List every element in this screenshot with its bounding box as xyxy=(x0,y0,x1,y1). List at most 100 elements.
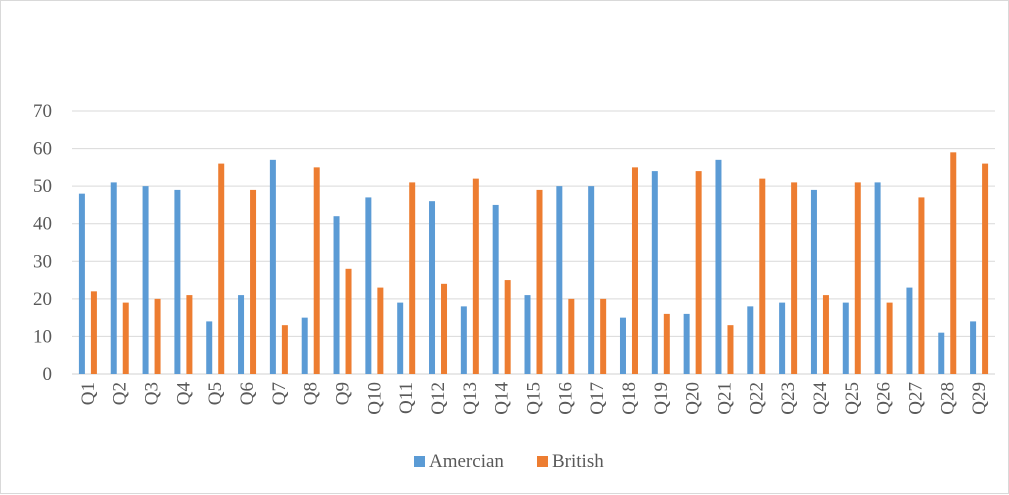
bar-british-q26 xyxy=(887,303,893,374)
y-tick-label: 30 xyxy=(33,251,52,272)
x-tick-label: Q28 xyxy=(937,382,958,415)
y-axis-ticks: 0 10 20 30 40 50 60 70 xyxy=(33,101,52,385)
bar-british-q18 xyxy=(632,167,638,374)
bar-british-q2 xyxy=(123,303,129,374)
x-tick-label: Q16 xyxy=(555,382,576,415)
bars xyxy=(79,152,988,374)
bar-amercian-q22 xyxy=(747,306,753,374)
bar-amercian-q19 xyxy=(652,171,658,374)
bar-amercian-q29 xyxy=(970,321,976,374)
y-tick-label: 10 xyxy=(33,326,52,347)
bar-british-q22 xyxy=(759,179,765,374)
x-tick-label: Q11 xyxy=(396,382,417,414)
bar-british-q3 xyxy=(155,299,161,374)
bar-amercian-q14 xyxy=(493,205,499,374)
legend: Amercian British xyxy=(414,451,604,472)
bar-amercian-q9 xyxy=(334,216,340,374)
bar-amercian-q5 xyxy=(206,321,212,374)
bar-amercian-q23 xyxy=(779,303,785,374)
x-tick-label: Q18 xyxy=(619,382,640,415)
legend-swatch xyxy=(537,456,548,467)
x-tick-label: Q8 xyxy=(301,382,322,405)
bar-british-q17 xyxy=(600,299,606,374)
bar-british-q1 xyxy=(91,291,97,374)
y-tick-label: 40 xyxy=(33,214,52,235)
bar-amercian-q8 xyxy=(302,318,308,374)
bar-british-q5 xyxy=(218,164,224,374)
x-tick-label: Q14 xyxy=(492,382,513,415)
bar-british-q20 xyxy=(696,171,702,374)
bar-amercian-q21 xyxy=(715,160,721,374)
x-axis-ticks: Q1 Q2 Q3 Q4 Q5 Q6 Q7 Q8 Q9 Q10 Q11 Q12 Q13 Q14 Q15 Q16 Q… xyxy=(78,382,990,415)
y-tick-label: 20 xyxy=(33,289,52,310)
x-tick-label: Q12 xyxy=(428,382,449,415)
bar-amercian-q25 xyxy=(843,303,849,374)
x-tick-label: Q13 xyxy=(460,382,481,415)
bar-amercian-q12 xyxy=(429,201,435,374)
bar-british-q9 xyxy=(346,269,352,374)
x-tick-label: Q15 xyxy=(524,382,545,415)
bar-amercian-q17 xyxy=(588,186,594,374)
x-tick-label: Q21 xyxy=(714,382,735,415)
bar-amercian-q18 xyxy=(620,318,626,374)
bar-amercian-q4 xyxy=(174,190,180,374)
bar-british-q25 xyxy=(855,182,861,374)
bar-british-q8 xyxy=(314,167,320,374)
bar-amercian-q28 xyxy=(938,333,944,374)
bar-amercian-q13 xyxy=(461,306,467,374)
bar-british-q24 xyxy=(823,295,829,374)
x-tick-label: Q24 xyxy=(810,382,831,415)
x-tick-label: Q20 xyxy=(683,382,704,415)
x-tick-label: Q5 xyxy=(205,382,226,405)
bar-british-q14 xyxy=(505,280,511,374)
x-tick-label: Q25 xyxy=(842,382,863,415)
x-tick-label: Q29 xyxy=(969,382,990,415)
y-tick-label: 0 xyxy=(43,364,53,385)
bar-british-q12 xyxy=(441,284,447,374)
bar-british-q29 xyxy=(982,164,988,374)
y-tick-label: 70 xyxy=(33,101,52,122)
x-tick-label: Q7 xyxy=(269,382,290,405)
bar-amercian-q7 xyxy=(270,160,276,374)
bar-amercian-q24 xyxy=(811,190,817,374)
bar-amercian-q27 xyxy=(906,288,912,374)
bar-british-q23 xyxy=(791,182,797,374)
x-tick-label: Q9 xyxy=(333,382,354,405)
x-tick-label: Q3 xyxy=(142,382,163,405)
bar-amercian-q16 xyxy=(556,186,562,374)
x-tick-label: Q2 xyxy=(110,382,131,405)
x-tick-label: Q22 xyxy=(746,382,767,415)
x-tick-label: Q19 xyxy=(651,382,672,415)
bar-british-q4 xyxy=(186,295,192,374)
x-tick-label: Q6 xyxy=(237,382,258,405)
legend-item-british: British xyxy=(537,451,604,472)
bar-amercian-q2 xyxy=(111,182,117,374)
bar-amercian-q10 xyxy=(365,197,371,374)
bar-british-q10 xyxy=(377,288,383,374)
bar-amercian-q20 xyxy=(684,314,690,374)
bar-british-q15 xyxy=(537,190,543,374)
bar-amercian-q26 xyxy=(875,182,881,374)
legend-label: British xyxy=(552,451,604,472)
bar-british-q7 xyxy=(282,325,288,374)
bar-amercian-q11 xyxy=(397,303,403,374)
bar-british-q28 xyxy=(950,152,956,374)
bar-amercian-q15 xyxy=(525,295,531,374)
bar-british-q21 xyxy=(727,325,733,374)
bar-british-q19 xyxy=(664,314,670,374)
x-tick-label: Q4 xyxy=(173,382,194,406)
bar-amercian-q3 xyxy=(143,186,149,374)
bar-british-q27 xyxy=(918,197,924,374)
x-tick-label: Q23 xyxy=(778,382,799,415)
legend-item-amercian: Amercian xyxy=(414,451,504,472)
legend-label: Amercian xyxy=(429,451,504,472)
bar-british-q16 xyxy=(568,299,574,374)
x-tick-label: Q26 xyxy=(874,382,895,415)
bar-british-q13 xyxy=(473,179,479,374)
x-tick-label: Q17 xyxy=(587,382,608,415)
x-tick-label: Q27 xyxy=(905,382,926,415)
bar-british-q6 xyxy=(250,190,256,374)
y-tick-label: 60 xyxy=(33,139,52,160)
